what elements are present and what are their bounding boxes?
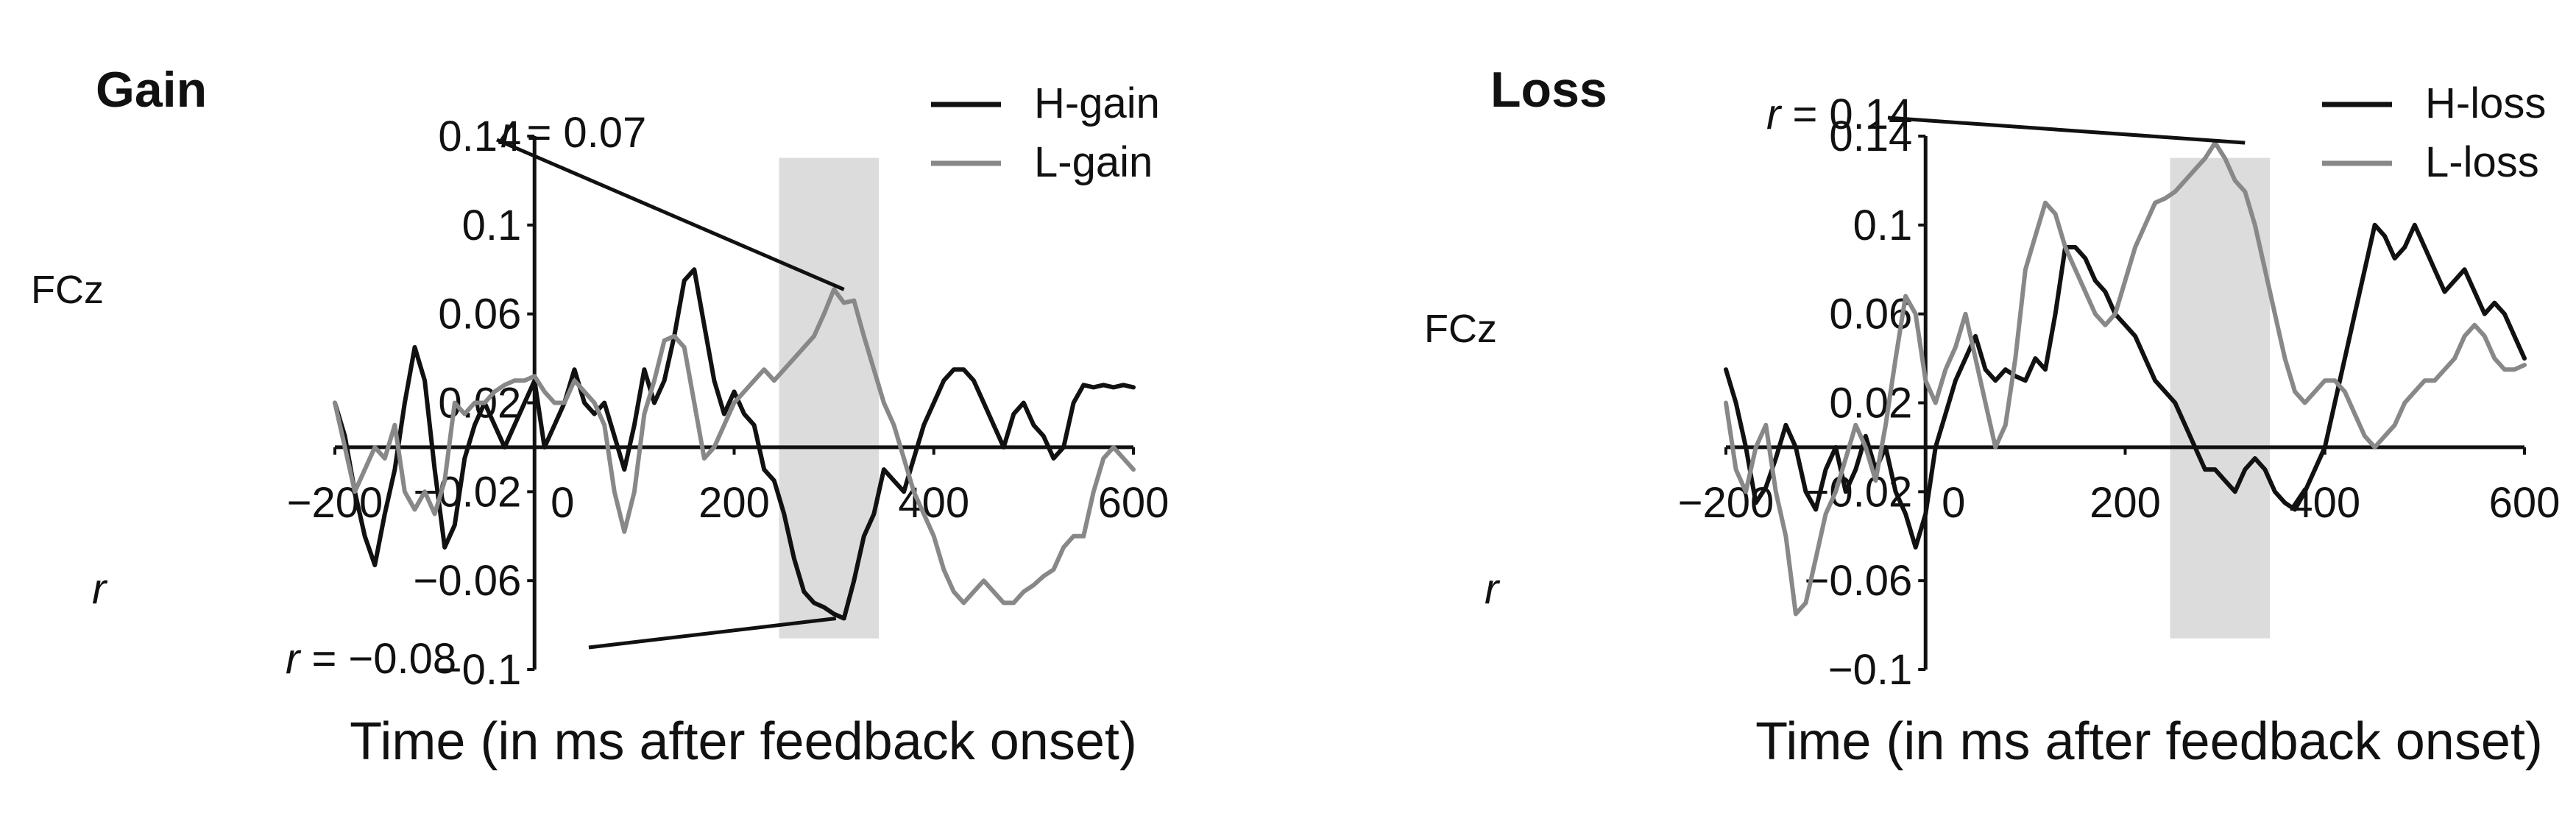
x-tick-label: 0 <box>1942 479 1965 527</box>
legend-label: H-gain <box>1034 79 1160 127</box>
x-tick-label: −200 <box>1678 479 1774 527</box>
chart-panel-1: 0.140.10.060.02−0.02−0.06−0.1−200 0 200 400… <box>1424 62 2560 771</box>
annotation-label: r = 0.14 <box>1766 90 1912 138</box>
x-tick-label: −200 <box>287 479 383 527</box>
annotation-value: = 0.07 <box>514 109 646 157</box>
y-tick-label: −0.1 <box>437 646 522 694</box>
x-tick-label: 600 <box>1098 479 1170 527</box>
shaded-window <box>779 157 880 639</box>
annotation-value: = −0.08 <box>300 635 456 683</box>
y-tick-label: 0.1 <box>462 202 522 249</box>
series-line-h-gain <box>333 267 1136 621</box>
annotation-italic-r: r <box>1766 90 1783 138</box>
y-tick-label: −0.06 <box>1804 557 1912 605</box>
series-line-l-gain <box>333 287 1136 606</box>
y-tick-label: 0.14 <box>1829 113 1912 160</box>
annotation-italic-r: r <box>286 635 302 683</box>
x-tick-label: 200 <box>698 479 770 527</box>
shaded-window <box>2170 157 2271 639</box>
channel-label: FCz <box>31 268 104 312</box>
x-tick-label: 600 <box>2489 479 2561 527</box>
y-tick-label: 0.06 <box>438 291 521 338</box>
y-tick-label: −0.06 <box>413 557 521 605</box>
channel-label: FCz <box>1424 307 1497 351</box>
legend-label: L-loss <box>2425 138 2539 186</box>
annotation-label: r = 0.07 <box>500 109 646 157</box>
annotation-value: = 0.14 <box>1780 90 1912 138</box>
x-axis-label: Time (in ms after feedback onset) <box>350 712 1137 771</box>
chart-title: Gain <box>96 62 207 118</box>
series-line-l-loss <box>1724 141 2527 617</box>
legend-label: L-gain <box>1034 138 1153 186</box>
y-tick-label: 0.1 <box>1853 202 1913 249</box>
chart-panel-0: 0.140.10.060.02−0.02−0.06−0.1−200 0 200 400… <box>31 62 1169 771</box>
y-tick-label: −0.1 <box>1828 646 1913 694</box>
chart-title: Loss <box>1490 62 1607 118</box>
y-axis-label: r <box>92 565 108 613</box>
y-axis-label: r <box>1485 565 1501 613</box>
annotation-label: r = −0.08 <box>286 635 456 683</box>
x-tick-label: 200 <box>2090 479 2161 527</box>
legend-label: H-loss <box>2425 79 2546 127</box>
y-tick-label: 0.14 <box>438 113 521 160</box>
annotation-leader <box>588 617 837 650</box>
x-axis-label: Time (in ms after feedback onset) <box>1755 712 2543 771</box>
x-tick-label: 0 <box>551 479 574 527</box>
x-tick-label: 400 <box>898 479 969 527</box>
series-line-h-loss <box>1724 222 2527 550</box>
annotation-italic-r: r <box>500 109 517 157</box>
y-tick-label: 0.02 <box>1829 380 1912 427</box>
y-tick-label: −0.02 <box>413 468 521 516</box>
annotation-leader <box>496 138 845 291</box>
annotation-leader <box>1887 116 2246 145</box>
